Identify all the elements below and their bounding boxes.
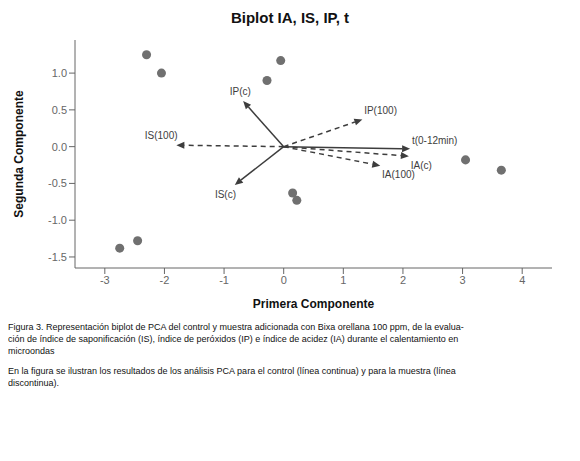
svg-text:-1: -1 [219, 274, 229, 286]
svg-text:0.0: 0.0 [52, 141, 67, 153]
svg-text:t(0-12min): t(0-12min) [412, 135, 458, 146]
svg-text:-1.0: -1.0 [48, 214, 67, 226]
svg-text:IA(c): IA(c) [411, 160, 432, 171]
svg-text:IS(c): IS(c) [215, 189, 236, 200]
svg-text:0.5: 0.5 [52, 104, 67, 116]
html-text:discontinua).: discontinua). [8, 378, 59, 388]
svg-text:4: 4 [519, 274, 525, 286]
svg-text:-3: -3 [100, 274, 110, 286]
html-text:Biplot IA, IS, IP, t: Biplot IA, IS, IP, t [231, 9, 349, 26]
svg-text:IP(c): IP(c) [230, 86, 251, 97]
svg-text:Segunda Componente: Segunda Componente [12, 90, 26, 218]
svg-text:IS(100): IS(100) [145, 130, 178, 141]
svg-text:1.0: 1.0 [52, 67, 67, 79]
html-text:ción de índice de saponificaci: ción de índice de saponificación (IS), í… [8, 334, 459, 344]
svg-text:-0.5: -0.5 [48, 177, 67, 189]
html-text:En la figura se ilustran los r: En la figura se ilustran los resultados … [8, 366, 456, 376]
svg-text:Primera Componente: Primera Componente [253, 297, 375, 311]
svg-text:3: 3 [460, 274, 466, 286]
svg-text:-2: -2 [160, 274, 170, 286]
svg-text:IP(100): IP(100) [364, 105, 397, 116]
svg-text:0: 0 [281, 274, 287, 286]
html-text:Figura 3. Representación biplo: Figura 3. Representación biplot de PCA d… [8, 322, 464, 332]
svg-text:IA(100): IA(100) [382, 169, 415, 180]
svg-text:-1.5: -1.5 [48, 251, 67, 263]
svg-text:2: 2 [400, 274, 406, 286]
svg-text:1: 1 [340, 274, 346, 286]
html-text:microondas: microondas [8, 346, 55, 356]
